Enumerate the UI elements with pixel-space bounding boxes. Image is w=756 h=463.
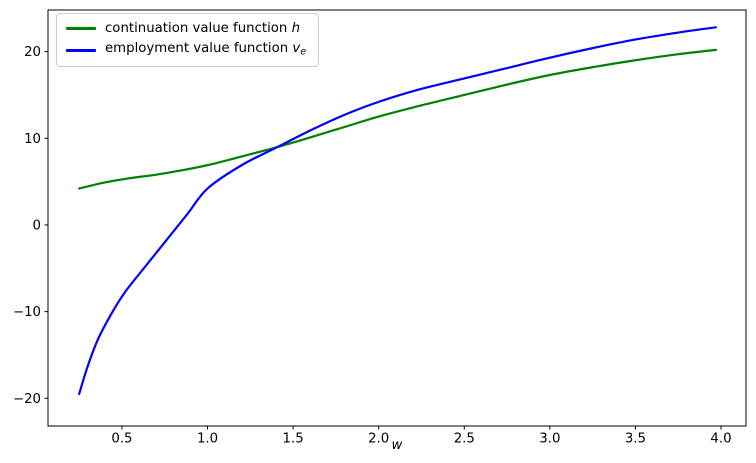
series-group [78,26,717,396]
legend-item-continuation-value: continuation value function h [66,20,306,37]
y-tick-label: −10 [13,305,41,320]
employment-value-curve [78,26,717,396]
x-axis-label: w [392,438,403,453]
x-tick-label: 4.0 [710,432,731,447]
legend-line-ve-icon [66,49,96,52]
y-axis: −20 −10 0 10 20 [13,45,48,407]
y-tick-label: 10 [24,132,41,147]
legend: continuation value function h employment… [56,13,320,67]
x-tick-label: 3.5 [625,432,646,447]
legend-text: employment value function [105,41,293,57]
legend-label-continuation-value: continuation value function h [105,20,300,37]
x-tick-label: 1.5 [283,432,304,447]
x-tick-label: 1.0 [197,432,218,447]
y-tick-label: 20 [24,45,41,60]
plot-area-spines [47,9,747,427]
x-tick-label: 2.5 [454,432,475,447]
legend-label-employment-value: employment value function ve [105,40,306,61]
x-axis: 0.5 1.0 1.5 2.0 2.5 3.0 3.5 4.0 [111,426,732,447]
legend-line-h-icon [66,27,96,30]
legend-math-h: h [291,21,301,36]
continuation-value-curve [78,48,717,190]
legend-math-v: v [292,41,301,57]
legend-math-v-subscript: e [300,46,307,58]
x-tick-label: 3.0 [539,432,560,447]
legend-item-employment-value: employment value function ve [66,40,306,61]
x-tick-label: 2.0 [368,432,389,447]
y-tick-label: −20 [13,392,41,407]
x-tick-label: 0.5 [111,432,132,447]
y-tick-label: 0 [33,218,41,233]
legend-text: continuation value function [105,21,292,36]
